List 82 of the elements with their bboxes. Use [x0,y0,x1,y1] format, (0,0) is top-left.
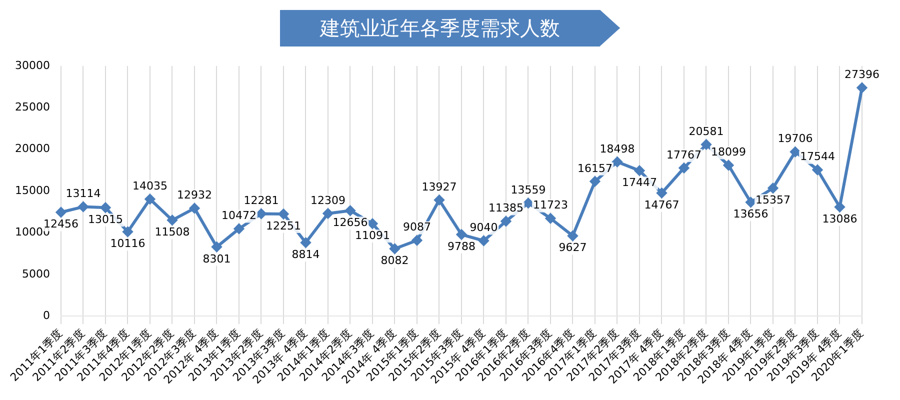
point [345,206,356,216]
point [545,213,556,224]
data-label: 13559 [510,183,546,196]
data-label: 13927 [422,180,457,194]
point [167,215,178,226]
data-label: 11723 [532,198,568,212]
data-label: 11385 [488,202,524,215]
data-label: 19706 [778,132,813,146]
data-label: 8301 [202,252,231,266]
point [590,176,600,186]
y-tick-label: 20000 [14,142,50,156]
data-label: 11091 [354,229,390,242]
point [78,202,88,212]
point [634,166,644,176]
point [322,208,333,218]
chart-title: 建筑业近年各季度需求人数 [320,16,560,40]
point [256,208,266,219]
point [212,242,222,252]
y-tick-label: 0 [42,308,50,322]
point [478,236,489,246]
point [367,218,378,229]
data-label: 12456 [43,218,78,231]
data-label: 12251 [266,219,301,232]
point [100,202,110,213]
y-tick-label: 15000 [14,184,50,197]
point [189,203,200,214]
point [434,195,444,206]
point [568,230,578,241]
point [456,230,466,240]
point [656,188,667,198]
point [278,208,288,219]
data-label: 18099 [711,146,746,159]
data-label: 12656 [332,216,368,229]
point [612,156,622,167]
data-label: 13015 [88,212,123,226]
data-label: 12309 [310,194,346,207]
point [790,146,800,157]
point [679,162,689,173]
point [390,244,400,254]
data-label: 15357 [756,193,790,206]
point [746,197,756,208]
data-label: 8082 [380,254,409,268]
data-label: 16157 [578,162,612,175]
data-label: 20581 [688,124,724,138]
data-label: 17767 [666,148,702,162]
point [500,216,511,226]
point [144,194,155,204]
data-label: 18498 [600,142,635,156]
data-label: 9087 [402,220,431,234]
data-label: 11508 [154,226,190,239]
data-label: 13656 [733,208,768,221]
data-label: 17447 [622,176,657,190]
point [122,226,133,237]
point [56,207,66,218]
data-label: 14035 [132,179,168,192]
data-label: 9040 [470,221,498,234]
data-label: 12281 [244,194,279,208]
y-tick-label: 30000 [14,58,50,72]
data-label: 27396 [844,68,880,82]
point [834,202,845,212]
data-label: 9627 [558,241,587,254]
data-label: 12932 [176,188,212,202]
point [300,238,311,248]
y-tick-label: 5000 [22,267,50,280]
point [724,160,734,170]
point [234,224,244,234]
point [812,164,822,175]
point [523,198,534,208]
data-label: 9788 [447,240,476,253]
point [701,140,712,150]
data-label: 14767 [644,198,680,212]
data-label: 13114 [66,187,101,200]
data-label: 10116 [110,237,146,250]
data-label: 17544 [800,150,835,164]
data-label: 10472 [221,209,256,222]
point [768,183,778,194]
point [857,82,867,93]
y-tick-label: 25000 [14,100,50,114]
point [412,235,422,246]
banner: 建筑业近年各季度需求人数 [280,10,620,46]
data-label: 8814 [292,248,320,261]
data-label: 13086 [822,212,858,226]
